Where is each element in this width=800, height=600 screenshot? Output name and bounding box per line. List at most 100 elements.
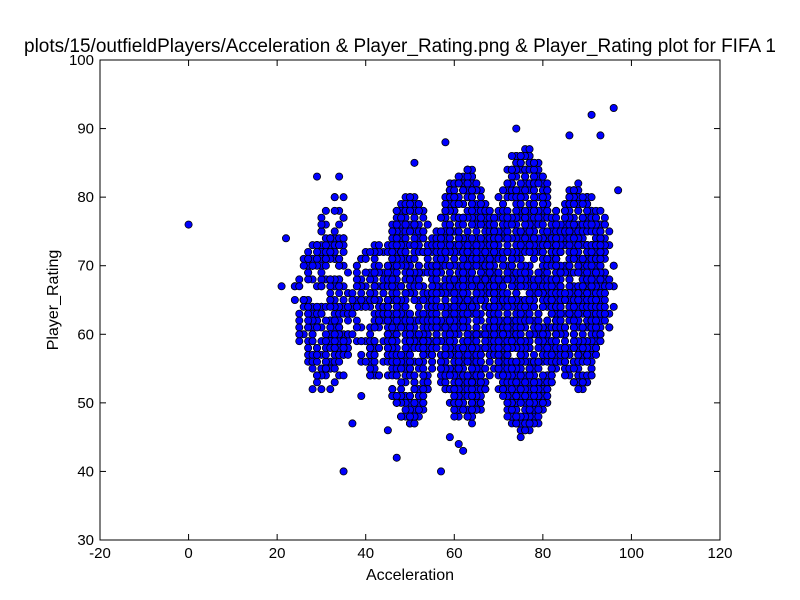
data-point bbox=[321, 261, 330, 270]
data-point bbox=[339, 337, 348, 346]
data-point bbox=[419, 385, 428, 394]
data-point bbox=[308, 261, 317, 270]
data-point bbox=[388, 254, 397, 263]
data-point bbox=[498, 254, 507, 263]
data-point bbox=[467, 199, 476, 208]
data-point bbox=[405, 364, 414, 373]
data-point bbox=[569, 316, 578, 325]
data-point bbox=[459, 316, 468, 325]
data-point bbox=[476, 398, 485, 407]
data-point bbox=[312, 302, 321, 311]
data-point bbox=[569, 247, 578, 256]
data-point bbox=[184, 220, 193, 229]
data-point bbox=[538, 398, 547, 407]
data-point bbox=[596, 247, 605, 256]
data-point bbox=[304, 309, 313, 318]
y-tick-label: 100 bbox=[69, 52, 94, 69]
data-point bbox=[507, 151, 516, 160]
data-point bbox=[600, 220, 609, 229]
data-point bbox=[432, 330, 441, 339]
data-point bbox=[569, 378, 578, 387]
data-point bbox=[295, 309, 304, 318]
data-point bbox=[538, 302, 547, 311]
data-point bbox=[308, 364, 317, 373]
data-point bbox=[507, 385, 516, 394]
data-point bbox=[569, 330, 578, 339]
data-point bbox=[530, 378, 539, 387]
data-point bbox=[450, 391, 459, 400]
data-point bbox=[503, 268, 512, 277]
data-point bbox=[414, 275, 423, 284]
data-point bbox=[312, 371, 321, 380]
data-point bbox=[445, 234, 454, 243]
data-point bbox=[366, 289, 375, 298]
data-point bbox=[370, 337, 379, 346]
data-point bbox=[405, 316, 414, 325]
data-point bbox=[397, 350, 406, 359]
data-point bbox=[392, 371, 401, 380]
data-point bbox=[370, 357, 379, 366]
data-point bbox=[534, 357, 543, 366]
data-point bbox=[516, 309, 525, 318]
data-point bbox=[330, 343, 339, 352]
data-point bbox=[587, 275, 596, 284]
data-point bbox=[450, 412, 459, 421]
data-point bbox=[414, 206, 423, 215]
data-point bbox=[525, 227, 534, 236]
data-point bbox=[552, 220, 561, 229]
data-point bbox=[543, 186, 552, 195]
data-point bbox=[530, 158, 539, 167]
data-point bbox=[454, 439, 463, 448]
data-point bbox=[472, 309, 481, 318]
data-point bbox=[463, 179, 472, 188]
data-point bbox=[383, 426, 392, 435]
data-point bbox=[357, 337, 366, 346]
data-point bbox=[476, 350, 485, 359]
data-point bbox=[476, 193, 485, 202]
data-point bbox=[304, 275, 313, 284]
data-point bbox=[494, 234, 503, 243]
data-point bbox=[467, 206, 476, 215]
data-point bbox=[561, 323, 570, 332]
points-layer bbox=[184, 104, 623, 476]
data-point bbox=[432, 289, 441, 298]
data-point bbox=[383, 309, 392, 318]
data-point bbox=[281, 234, 290, 243]
data-point bbox=[600, 316, 609, 325]
data-point bbox=[405, 199, 414, 208]
data-point bbox=[512, 391, 521, 400]
data-point bbox=[463, 337, 472, 346]
data-point bbox=[392, 268, 401, 277]
data-point bbox=[596, 241, 605, 250]
data-point bbox=[543, 241, 552, 250]
data-point bbox=[436, 241, 445, 250]
data-point bbox=[428, 350, 437, 359]
data-point bbox=[476, 213, 485, 222]
data-point bbox=[295, 323, 304, 332]
data-point bbox=[357, 391, 366, 400]
data-point bbox=[335, 254, 344, 263]
data-point bbox=[605, 275, 614, 284]
data-point bbox=[397, 323, 406, 332]
data-point bbox=[423, 254, 432, 263]
data-point bbox=[609, 302, 618, 311]
data-point bbox=[326, 282, 335, 291]
data-point bbox=[454, 179, 463, 188]
data-point bbox=[295, 337, 304, 346]
data-point bbox=[450, 289, 459, 298]
data-point bbox=[516, 193, 525, 202]
data-point bbox=[485, 268, 494, 277]
data-point bbox=[534, 323, 543, 332]
data-point bbox=[569, 220, 578, 229]
data-point bbox=[392, 289, 401, 298]
data-point bbox=[503, 412, 512, 421]
data-point bbox=[587, 364, 596, 373]
data-point bbox=[450, 186, 459, 195]
data-point bbox=[472, 179, 481, 188]
data-point bbox=[516, 227, 525, 236]
data-point bbox=[516, 261, 525, 270]
data-point bbox=[432, 295, 441, 304]
data-point bbox=[472, 254, 481, 263]
data-point bbox=[348, 289, 357, 298]
data-point bbox=[326, 295, 335, 304]
